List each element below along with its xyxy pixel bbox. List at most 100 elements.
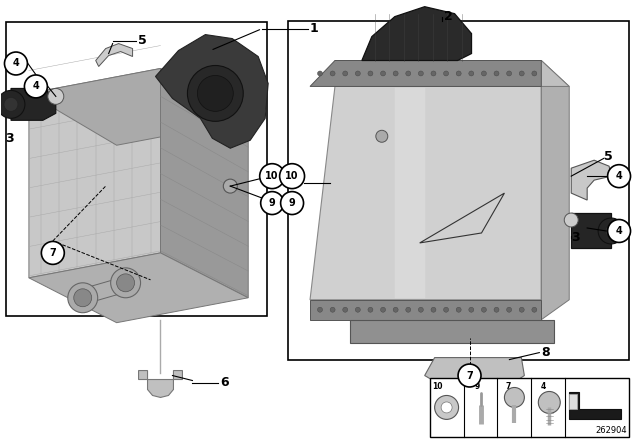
Circle shape xyxy=(431,307,436,312)
Circle shape xyxy=(317,307,323,312)
Circle shape xyxy=(519,307,524,312)
Text: 10: 10 xyxy=(285,171,299,181)
Circle shape xyxy=(197,75,233,112)
Circle shape xyxy=(223,179,237,193)
Circle shape xyxy=(607,220,630,242)
Circle shape xyxy=(419,307,423,312)
Text: 3: 3 xyxy=(572,232,580,245)
Text: 7: 7 xyxy=(506,382,511,391)
Bar xyxy=(6,22,267,316)
Circle shape xyxy=(607,165,630,188)
Circle shape xyxy=(458,364,481,387)
Polygon shape xyxy=(29,69,161,278)
Circle shape xyxy=(381,71,385,76)
Circle shape xyxy=(419,71,423,76)
Circle shape xyxy=(532,307,537,312)
Text: 2: 2 xyxy=(444,10,452,23)
Circle shape xyxy=(74,289,92,307)
Circle shape xyxy=(444,307,449,312)
Polygon shape xyxy=(572,160,611,200)
Text: 5: 5 xyxy=(604,150,613,163)
Circle shape xyxy=(469,71,474,76)
Circle shape xyxy=(280,164,305,189)
Circle shape xyxy=(4,52,28,75)
Circle shape xyxy=(381,307,385,312)
Text: 9: 9 xyxy=(269,198,276,208)
Circle shape xyxy=(598,218,624,244)
Circle shape xyxy=(42,241,64,264)
Circle shape xyxy=(538,392,560,414)
Text: 4: 4 xyxy=(541,382,546,391)
Polygon shape xyxy=(310,60,541,86)
Circle shape xyxy=(355,71,360,76)
Text: 7: 7 xyxy=(49,248,56,258)
Polygon shape xyxy=(425,358,524,385)
Circle shape xyxy=(343,307,348,312)
Circle shape xyxy=(507,71,511,76)
Text: 4: 4 xyxy=(616,171,623,181)
Circle shape xyxy=(444,71,449,76)
Circle shape xyxy=(564,213,578,227)
Polygon shape xyxy=(335,60,569,86)
Text: 4: 4 xyxy=(13,59,19,69)
Circle shape xyxy=(481,71,486,76)
Text: 6: 6 xyxy=(220,376,229,389)
Polygon shape xyxy=(310,86,541,300)
Text: 8: 8 xyxy=(541,346,550,359)
Bar xyxy=(288,21,629,360)
Circle shape xyxy=(330,71,335,76)
Bar xyxy=(429,378,629,437)
Text: 5: 5 xyxy=(138,34,147,47)
Circle shape xyxy=(481,307,486,312)
Circle shape xyxy=(343,71,348,76)
Circle shape xyxy=(456,71,461,76)
Text: 7: 7 xyxy=(466,370,473,380)
Circle shape xyxy=(24,75,47,98)
Circle shape xyxy=(376,130,388,142)
Text: 10: 10 xyxy=(433,382,443,391)
Circle shape xyxy=(435,396,459,419)
Polygon shape xyxy=(350,320,554,343)
Polygon shape xyxy=(29,69,248,145)
Polygon shape xyxy=(11,88,56,121)
Circle shape xyxy=(507,307,511,312)
Circle shape xyxy=(456,307,461,312)
Circle shape xyxy=(68,283,98,313)
Circle shape xyxy=(532,71,537,76)
Polygon shape xyxy=(156,34,268,148)
Circle shape xyxy=(494,307,499,312)
Circle shape xyxy=(111,268,141,298)
Circle shape xyxy=(4,97,18,112)
Text: 1: 1 xyxy=(310,22,319,35)
Text: 9: 9 xyxy=(475,382,480,391)
Circle shape xyxy=(406,307,411,312)
Circle shape xyxy=(441,402,452,413)
Polygon shape xyxy=(310,300,541,320)
Circle shape xyxy=(368,307,373,312)
Circle shape xyxy=(393,307,398,312)
Circle shape xyxy=(317,71,323,76)
Circle shape xyxy=(116,274,134,292)
Polygon shape xyxy=(79,275,131,306)
Circle shape xyxy=(504,388,524,407)
Circle shape xyxy=(431,71,436,76)
Polygon shape xyxy=(572,213,611,248)
Circle shape xyxy=(368,71,373,76)
Circle shape xyxy=(393,71,398,76)
Circle shape xyxy=(48,88,64,104)
Circle shape xyxy=(519,71,524,76)
Circle shape xyxy=(494,71,499,76)
Polygon shape xyxy=(139,370,182,397)
Circle shape xyxy=(0,90,25,118)
Circle shape xyxy=(260,164,285,189)
Text: 3: 3 xyxy=(5,132,13,145)
Polygon shape xyxy=(161,69,248,298)
Circle shape xyxy=(260,192,284,215)
Text: 4: 4 xyxy=(33,82,39,91)
Polygon shape xyxy=(569,392,621,419)
Polygon shape xyxy=(395,88,425,298)
Circle shape xyxy=(605,225,617,237)
Polygon shape xyxy=(541,60,569,320)
Circle shape xyxy=(330,307,335,312)
Text: 262904: 262904 xyxy=(595,426,627,435)
